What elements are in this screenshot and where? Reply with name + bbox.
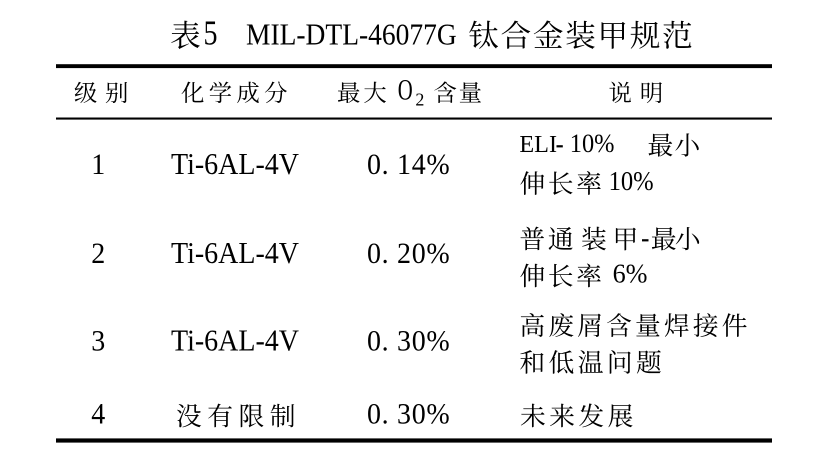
- svg-text:0. 20%: 0. 20%: [367, 237, 450, 270]
- svg-text:0. 30%: 0. 30%: [367, 397, 450, 430]
- svg-text:Ti-6AL-4V: Ti-6AL-4V: [171, 237, 299, 270]
- svg-text:O: O: [398, 73, 413, 107]
- svg-text:MIL-DTL-46077G: MIL-DTL-46077G: [246, 18, 457, 52]
- svg-text:2: 2: [91, 238, 105, 270]
- svg-text:3: 3: [91, 326, 105, 358]
- svg-text:10%: 10%: [609, 166, 654, 196]
- svg-text:0. 30%: 0. 30%: [367, 325, 450, 358]
- svg-text:4: 4: [91, 399, 105, 431]
- svg-text:Ti-6AL-4V: Ti-6AL-4V: [171, 324, 299, 357]
- svg-text:1: 1: [91, 149, 105, 181]
- svg-text:Ti-6AL-4V: Ti-6AL-4V: [171, 148, 299, 181]
- svg-text:10%: 10%: [570, 128, 615, 158]
- svg-text:5: 5: [204, 14, 218, 53]
- svg-text:ELI: ELI: [519, 131, 557, 158]
- svg-text:6%: 6%: [613, 258, 648, 289]
- svg-text:0. 14%: 0. 14%: [367, 148, 450, 181]
- svg-text:2: 2: [415, 89, 424, 109]
